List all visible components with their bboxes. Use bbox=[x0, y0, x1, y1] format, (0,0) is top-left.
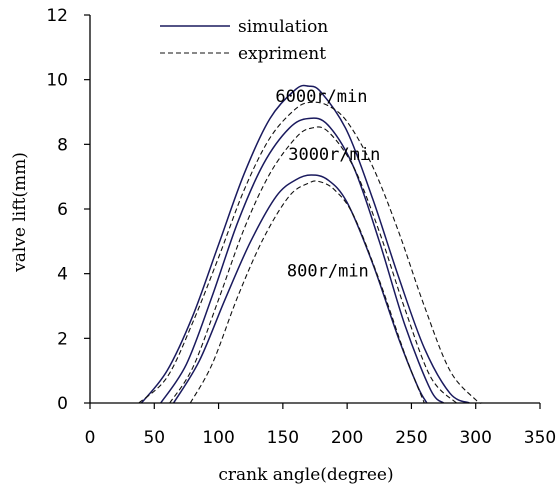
y-tick-label: 4 bbox=[57, 265, 68, 285]
annotations: 6000r/min 3000r/min 800r/min bbox=[275, 87, 380, 282]
y-tick-label: 0 bbox=[57, 394, 68, 414]
x-tick-label: 300 bbox=[459, 428, 491, 448]
x-axis-title: crank angle(degree) bbox=[218, 465, 393, 485]
y-axis-title: valve lift(mm) bbox=[10, 152, 30, 273]
series-line-expriment-3000r-min bbox=[169, 126, 457, 404]
series-line-simulation-6000r-min bbox=[140, 84, 470, 404]
series-line-expriment-800r-min bbox=[189, 180, 425, 404]
axes: 0 50 100 150 200 250 300 350 0 2 4 6 8 10 12 bbox=[46, 6, 556, 448]
curve-label: 800r/min bbox=[287, 261, 369, 281]
x-tick-label: 250 bbox=[395, 428, 427, 448]
series-line-expriment-6000r-min bbox=[138, 101, 483, 404]
x-tick-label: 50 bbox=[143, 428, 165, 448]
curve-label: 3000r/min bbox=[288, 145, 380, 165]
x-tick-label: 350 bbox=[524, 428, 556, 448]
x-tick-label: 100 bbox=[202, 428, 234, 448]
x-tick-label: 0 bbox=[85, 428, 96, 448]
legend-label-expriment: expriment bbox=[238, 44, 326, 64]
legend-label-simulation: simulation bbox=[238, 17, 328, 37]
y-tick-label: 10 bbox=[46, 71, 68, 91]
x-tick-label: 150 bbox=[267, 428, 299, 448]
legend: simulation expriment bbox=[160, 17, 328, 64]
y-tick-label: 12 bbox=[46, 6, 68, 26]
curve-label: 6000r/min bbox=[275, 87, 367, 107]
series-line-simulation-800r-min bbox=[172, 174, 428, 404]
y-tick-label: 2 bbox=[57, 329, 68, 349]
x-tick-label: 200 bbox=[331, 428, 363, 448]
y-tick-label: 8 bbox=[57, 135, 68, 155]
y-tick-label: 6 bbox=[57, 200, 68, 220]
plot-area bbox=[138, 84, 483, 404]
series-line-simulation-3000r-min bbox=[160, 117, 445, 404]
